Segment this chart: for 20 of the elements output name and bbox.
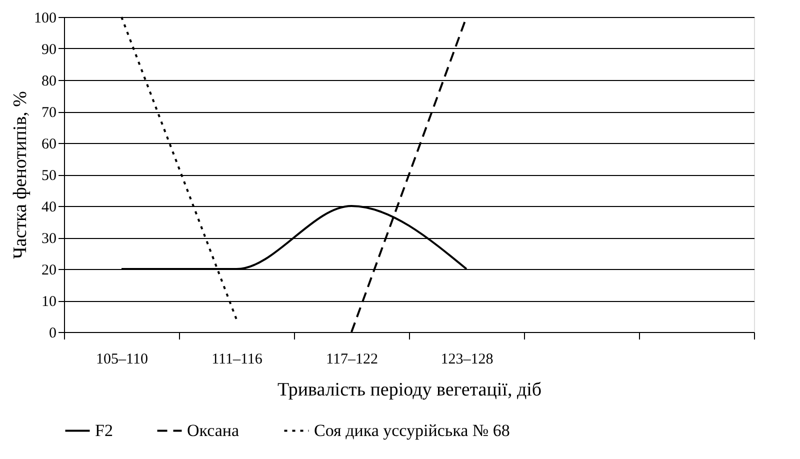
y-tick-label: 60 — [42, 136, 56, 152]
y-tick-label: 0 — [49, 326, 56, 342]
y-tick-label: 90 — [42, 42, 56, 58]
y-tick-label: 30 — [42, 231, 56, 247]
y-tick-label: 10 — [42, 294, 56, 310]
y-tick-label: 20 — [42, 262, 56, 278]
y-tick-label: 50 — [42, 168, 56, 184]
y-axis-title: Частка фенотипів, % — [10, 90, 31, 260]
legend-label: Соя дика уссурійська № 68 — [314, 420, 510, 440]
legend-label: Оксана — [187, 420, 240, 440]
x-tick-label: 105–110 — [96, 352, 148, 368]
y-tick-label: 70 — [42, 105, 56, 121]
legend-label: F2 — [95, 420, 113, 440]
x-tick-label: 123–128 — [440, 352, 494, 368]
y-tick-label: 40 — [42, 200, 56, 216]
x-tick-label: 111–116 — [212, 352, 263, 368]
y-tick-label: 80 — [42, 74, 56, 90]
x-tick-label: 117–122 — [326, 352, 378, 368]
y-tick-label: 100 — [34, 10, 56, 26]
x-axis-title: Тривалість періоду вегетації, діб — [277, 380, 542, 400]
